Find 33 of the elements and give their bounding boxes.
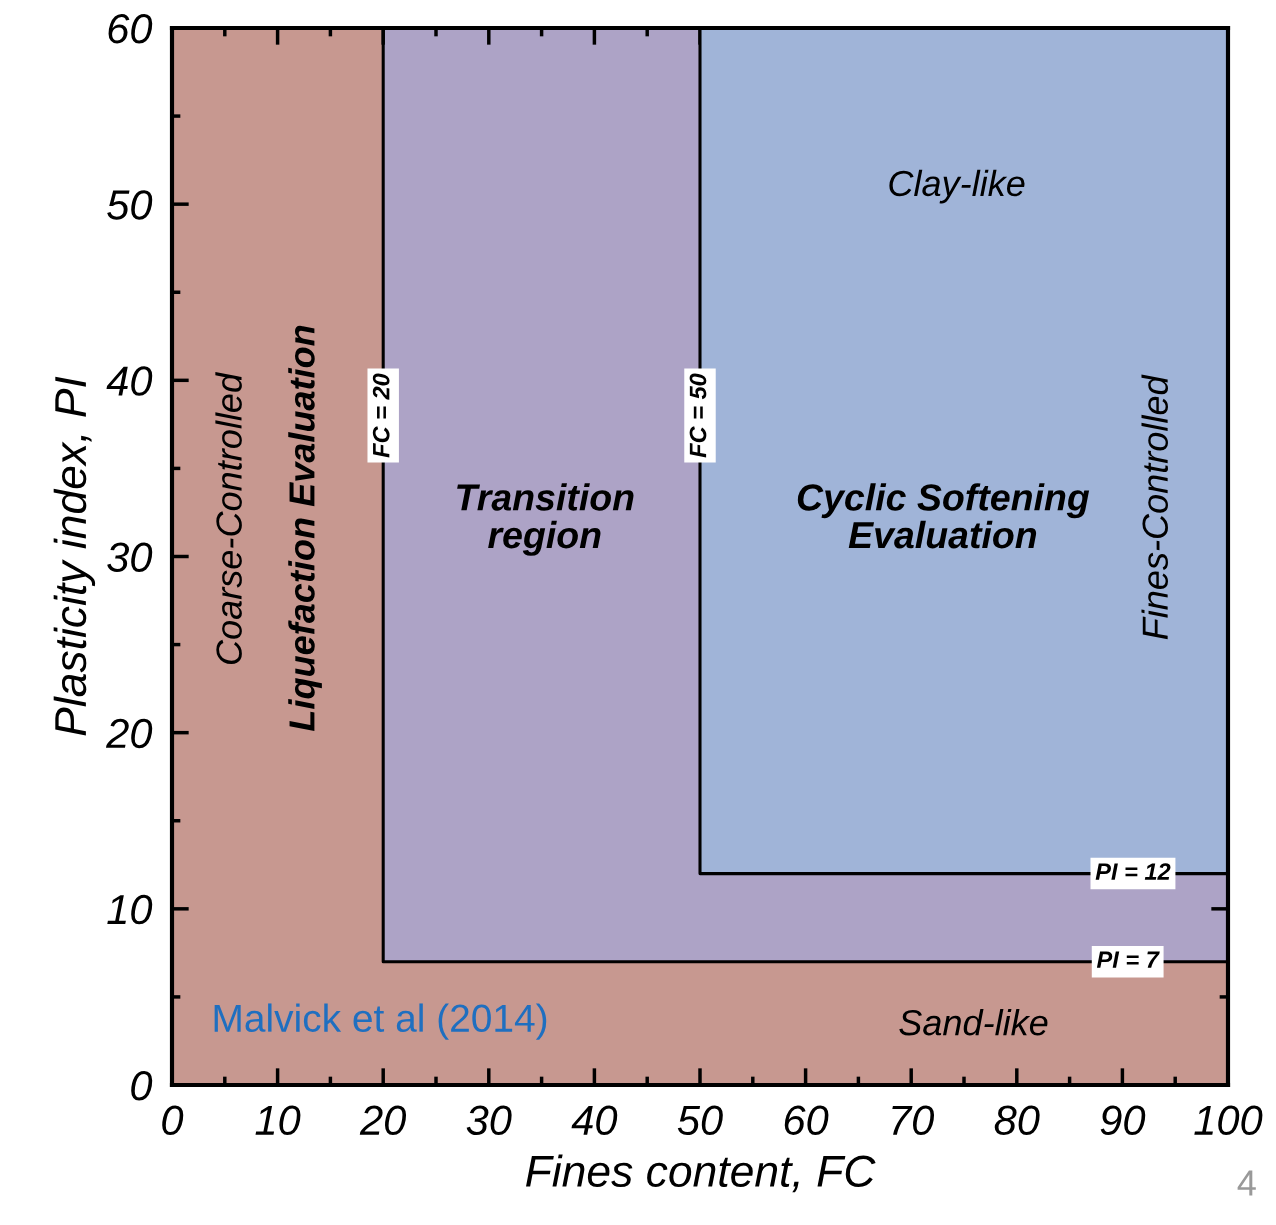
annotation: PI = 12 xyxy=(1095,863,1171,880)
y-axis-title: Plasticity index, PI xyxy=(53,376,96,736)
annotation: FC = 20 xyxy=(372,373,390,458)
annotation: Coarse-Controlled xyxy=(215,372,242,665)
text: 4 xyxy=(1237,1170,1256,1196)
x-tick-label: 0 xyxy=(162,1105,184,1136)
y-tick-label: 30 xyxy=(107,542,153,573)
x-tick-label: 60 xyxy=(784,1105,829,1136)
y-tick-label: 60 xyxy=(108,14,153,44)
annotation: Fines-Controlled xyxy=(1141,374,1169,640)
y-tick-label: 50 xyxy=(107,190,153,220)
annotation: Transition region xyxy=(457,483,634,556)
x-tick-label: 40 xyxy=(571,1105,618,1136)
x-tick-label: 50 xyxy=(677,1105,723,1136)
y-tick-label: 10 xyxy=(107,894,153,925)
x-tick-label: 80 xyxy=(994,1105,1040,1136)
x-tick-label: 20 xyxy=(359,1105,407,1136)
annotation: Cyclic Softening Evaluation xyxy=(797,483,1090,549)
x-tick-label: 100 xyxy=(1194,1105,1263,1136)
x-tick-label: 10 xyxy=(255,1105,301,1136)
annotation: PI = 7 xyxy=(1096,951,1160,968)
annotation: Sand-like xyxy=(899,1008,1048,1036)
y-tick-label: 20 xyxy=(105,718,153,749)
y-tick-label: 0 xyxy=(131,1071,153,1101)
annotation: Liquefaction Evaluation xyxy=(288,325,322,731)
annotation: FC = 50 xyxy=(689,373,707,458)
x-tick-label: 70 xyxy=(892,1105,935,1136)
x-tick-label: 90 xyxy=(1100,1105,1146,1136)
x-tick-label: 30 xyxy=(466,1105,512,1136)
annotation: Malvick et al (2014) xyxy=(214,1003,547,1040)
x-axis-title: Fines content, FC xyxy=(526,1154,876,1193)
y-tick-label: 40 xyxy=(106,366,153,396)
annotation: Clay-like xyxy=(889,169,1025,204)
